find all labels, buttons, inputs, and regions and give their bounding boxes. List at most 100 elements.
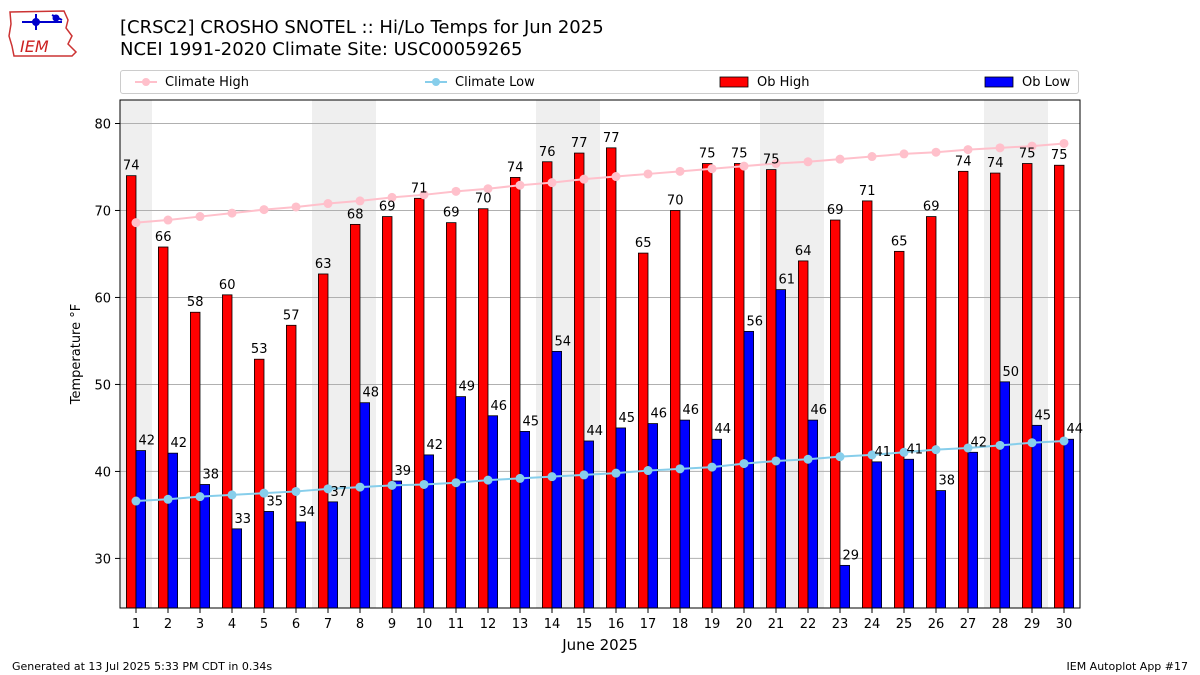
y-tick-label-60: 60 — [94, 291, 111, 306]
bar-ob-low-23 — [839, 564, 851, 609]
point-climate-low-23 — [835, 452, 845, 462]
bar-ob-high-24 — [862, 200, 873, 609]
point-climate-low-8 — [355, 482, 365, 492]
label-ob-high-5: 53 — [251, 342, 268, 357]
point-climate-low-1 — [131, 496, 141, 506]
point-climate-low-7 — [323, 484, 333, 494]
point-climate-high-5 — [259, 205, 269, 215]
label-ob-high-27: 74 — [955, 154, 972, 169]
plot-frame — [119, 99, 1081, 609]
bar-ob-low-30 — [1063, 438, 1075, 609]
x-tick-label-4: 4 — [228, 617, 236, 632]
bar-ob-low-17 — [647, 423, 659, 609]
bar-ob-low-12 — [487, 415, 499, 609]
bar-ob-low-22 — [807, 419, 819, 609]
point-climate-high-30 — [1059, 138, 1069, 148]
point-climate-low-19 — [707, 462, 717, 472]
label-ob-low-19: 44 — [715, 422, 732, 437]
bar-ob-high-23 — [830, 219, 841, 609]
label-ob-low-3: 38 — [203, 467, 220, 482]
label-ob-low-11: 49 — [459, 380, 476, 395]
label-ob-high-14: 76 — [539, 145, 556, 160]
x-tick-label-13: 13 — [512, 617, 529, 632]
point-climate-high-4 — [227, 208, 237, 218]
point-climate-low-15 — [579, 470, 589, 480]
point-climate-high-25 — [899, 149, 909, 159]
label-ob-low-5: 35 — [267, 494, 284, 509]
legend-item-ob-high: Ob High — [719, 71, 810, 93]
bar-ob-low-15 — [583, 440, 595, 609]
label-ob-low-8: 48 — [363, 386, 380, 401]
bar-ob-high-27 — [958, 170, 969, 609]
x-tick-label-25: 25 — [896, 617, 913, 632]
point-climate-high-29 — [1027, 141, 1037, 151]
footer-app: IEM Autoplot App #17 — [1066, 660, 1189, 673]
label-ob-low-1: 42 — [139, 434, 156, 449]
bar-ob-low-28 — [999, 381, 1011, 609]
point-climate-high-22 — [803, 157, 813, 167]
bar-ob-high-5 — [253, 358, 265, 609]
bar-ob-high-26 — [926, 216, 937, 609]
bar-ob-high-21 — [766, 169, 777, 609]
label-ob-low-17: 46 — [651, 407, 668, 422]
x-tick-label-22: 22 — [800, 617, 817, 632]
label-ob-high-2: 66 — [155, 230, 172, 245]
x-tick-label-21: 21 — [768, 617, 785, 632]
legend-item-climate-high: Climate High — [135, 71, 249, 93]
legend-swatch-ob-low — [984, 76, 1014, 88]
point-climate-low-30 — [1059, 436, 1069, 446]
point-climate-high-23 — [835, 154, 845, 164]
bar-ob-high-15 — [574, 152, 585, 609]
bar-ob-low-26 — [935, 490, 947, 609]
label-ob-low-12: 46 — [491, 399, 508, 414]
label-ob-high-1: 74 — [123, 159, 140, 174]
y-tick-label-80: 80 — [94, 117, 111, 132]
label-ob-high-15: 77 — [571, 136, 588, 151]
point-climate-high-2 — [163, 215, 173, 225]
x-tick-label-14: 14 — [544, 617, 561, 632]
point-climate-high-9 — [387, 192, 397, 202]
label-ob-high-4: 60 — [219, 278, 236, 293]
point-climate-high-3 — [195, 212, 205, 222]
x-tick-label-29: 29 — [1024, 617, 1041, 632]
bar-ob-low-10 — [423, 454, 435, 609]
point-climate-low-27 — [963, 443, 973, 453]
point-climate-high-12 — [483, 184, 493, 194]
label-ob-low-10: 42 — [427, 438, 444, 453]
label-ob-high-6: 57 — [283, 308, 300, 323]
bar-ob-low-5 — [263, 511, 275, 609]
point-climate-low-16 — [611, 468, 621, 478]
point-climate-low-20 — [739, 459, 749, 469]
label-ob-low-15: 44 — [587, 424, 604, 439]
point-climate-low-13 — [515, 473, 525, 483]
legend-item-climate-low: Climate Low — [425, 71, 535, 93]
point-climate-high-19 — [707, 164, 717, 174]
legend-label-climate-high: Climate High — [165, 74, 250, 90]
bar-ob-low-24 — [871, 461, 883, 609]
chart-title: [CRSC2] CROSHO SNOTEL :: Hi/Lo Temps for… — [120, 17, 604, 38]
label-ob-high-25: 65 — [891, 234, 908, 249]
label-ob-high-17: 65 — [635, 236, 652, 251]
label-ob-high-26: 69 — [923, 200, 940, 215]
bar-ob-high-12 — [477, 208, 489, 609]
bar-ob-low-9 — [391, 480, 403, 609]
x-tick-label-19: 19 — [704, 617, 721, 632]
point-climate-low-9 — [387, 480, 397, 490]
bar-ob-high-28 — [990, 172, 1001, 609]
point-climate-low-2 — [163, 494, 173, 504]
x-tick-label-18: 18 — [672, 617, 689, 632]
x-tick-label-15: 15 — [576, 617, 593, 632]
x-tick-label-27: 27 — [960, 617, 977, 632]
bar-ob-high-9 — [381, 216, 393, 609]
label-ob-high-12: 70 — [475, 192, 492, 207]
bar-ob-low-1 — [135, 450, 147, 609]
label-ob-low-6: 34 — [299, 505, 316, 520]
label-ob-low-16: 45 — [619, 411, 636, 426]
y-tick-label-50: 50 — [94, 378, 111, 393]
label-ob-low-29: 45 — [1035, 408, 1052, 423]
bar-ob-high-3 — [189, 311, 201, 609]
bar-ob-high-4 — [221, 294, 233, 609]
bar-ob-low-21 — [775, 289, 787, 609]
label-ob-low-23: 29 — [843, 548, 860, 563]
bar-ob-high-30 — [1054, 164, 1065, 609]
